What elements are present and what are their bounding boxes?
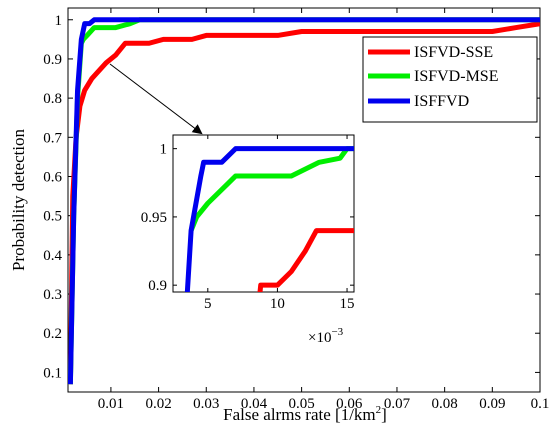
inset-series-line-isfvd-mse [188, 146, 354, 232]
inset-y-tick-label: 0.9 [148, 278, 167, 294]
main-series-line-isfvd-sse [68, 21, 540, 385]
main-y-tick-label: 0.3 [43, 287, 62, 303]
main-x-tick-label: 0.02 [145, 396, 171, 412]
legend-label-isfvd-sse: ISFVD-SSE [414, 44, 493, 61]
inset-y-tick-label: 0.95 [141, 210, 167, 226]
inset-exponent-power: −3 [331, 326, 343, 338]
plot-area-frame [67, 7, 541, 393]
main-x-tick-label: 0.01 [98, 396, 124, 412]
main-axes: 0.01 0.02 0.03 0.04 0.05 0.06 0.07 0.08 0.09 0.1 0… [43, 7, 549, 412]
main-y-tick-label: 1 [55, 13, 63, 29]
inset-exponent: ×10−3 [308, 326, 344, 346]
inset-exponent-base: ×10 [308, 330, 331, 346]
legend-label-isfvd-mse: ISFVD-MSE [414, 68, 498, 85]
x-axis-label-main: False alrms rate [1/km [223, 405, 376, 424]
main-series-line-isffvd [68, 17, 540, 385]
inset-series-line-isffvd [184, 146, 354, 292]
inset-x-tick-label: 15 [340, 296, 355, 312]
main-x-tick-label: 0.05 [288, 396, 314, 412]
main-x-tick-label: 0.03 [193, 396, 219, 412]
main-y-tick-label: 0.6 [43, 169, 62, 185]
inset-x-tick-label: 5 [204, 296, 212, 312]
main-x-tick-label: 0.09 [479, 396, 505, 412]
main-x-tick-label: 0.1 [531, 396, 550, 412]
main-y-tick-label: 0.4 [43, 248, 62, 264]
main-y-tick-label: 0.8 [43, 91, 62, 107]
main-x-tick-label: 0.07 [384, 396, 411, 412]
inset-axes: 5 10 15 0.9 0.95 1 ×10−3 [141, 134, 355, 346]
inset-ticks: 5 10 15 0.9 0.95 1 [141, 135, 355, 312]
main-y-tick-label: 0.5 [43, 209, 62, 225]
main-series [68, 17, 540, 385]
x-axis-label-close: ] [381, 405, 387, 424]
zoom-arrow [109, 63, 203, 135]
main-y-tick-label: 0.2 [43, 326, 62, 342]
main-x-tick-label: 0.04 [241, 396, 268, 412]
inset-x-tick-label: 10 [270, 296, 285, 312]
main-y-tick-label: 0.9 [43, 52, 62, 68]
legend: ISFVD-SSE ISFVD-MSE ISFFVD [362, 36, 538, 123]
x-axis-label: False alrms rate [1/km2] [223, 404, 387, 424]
main-ticks: 0.01 0.02 0.03 0.04 0.05 0.06 0.07 0.08 0.09 0.1 0… [43, 8, 549, 412]
inset-series [184, 146, 354, 292]
main-x-tick-label: 0.06 [336, 396, 363, 412]
y-axis-label: Probability detection [9, 128, 28, 271]
inset-y-tick-label: 1 [160, 142, 168, 158]
inset-series-line-isfvd-sse [257, 228, 354, 292]
main-y-tick-label: 0.7 [43, 130, 62, 146]
main-x-tick-label: 0.08 [432, 396, 458, 412]
main-y-tick-label: 0.1 [43, 365, 62, 381]
x-axis-label-sup: 2 [376, 404, 382, 416]
legend-label-isffvd: ISFFVD [414, 93, 469, 110]
